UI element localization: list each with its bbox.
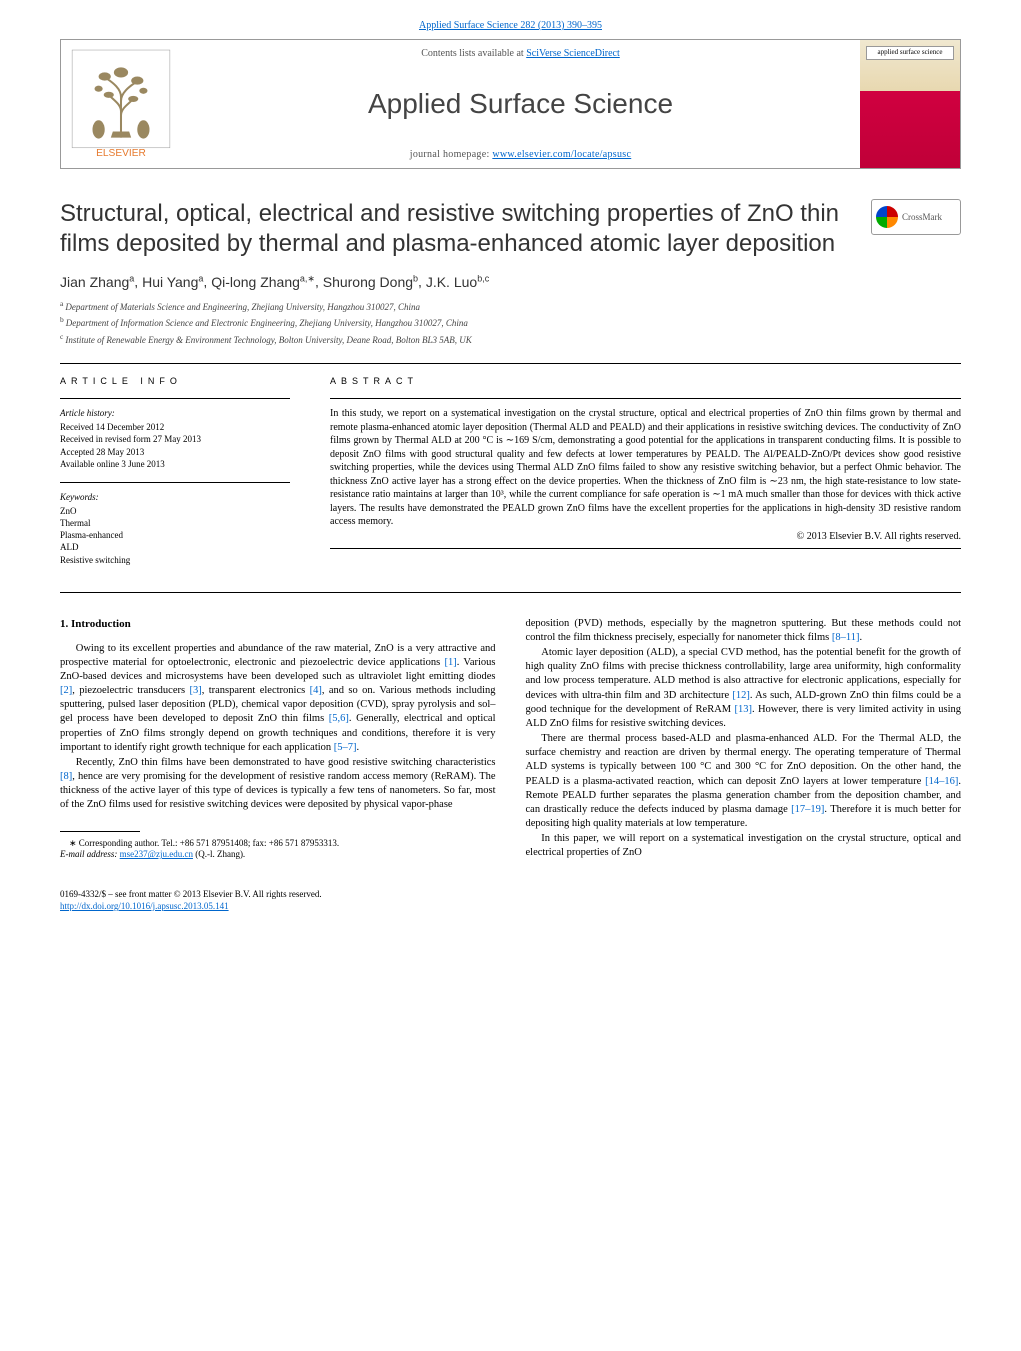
sciencedirect-link[interactable]: SciVerse ScienceDirect <box>526 48 620 59</box>
contents-line: Contents lists available at SciVerse Sci… <box>191 48 850 59</box>
crossmark-icon <box>876 206 898 228</box>
reference-link[interactable]: [8–11] <box>832 632 860 643</box>
journal-reference: Applied Surface Science 282 (2013) 390–3… <box>60 20 961 31</box>
reference-link[interactable]: [3] <box>189 685 201 696</box>
title-row: Structural, optical, electrical and resi… <box>60 199 961 259</box>
keywords-label: Keywords: <box>60 491 290 503</box>
reference-link[interactable]: [17–19] <box>791 804 824 815</box>
body-paragraph: Atomic layer deposition (ALD), a special… <box>526 646 962 731</box>
article-info-column: ARTICLE INFO Article history: Received 1… <box>60 376 290 578</box>
article-title: Structural, optical, electrical and resi… <box>60 199 851 259</box>
corresponding-text: Corresponding author. Tel.: +86 571 8795… <box>79 838 339 848</box>
article-info-heading: ARTICLE INFO <box>60 376 290 386</box>
divider <box>60 592 961 593</box>
svg-text:ELSEVIER: ELSEVIER <box>96 148 146 159</box>
affiliation: cInstitute of Renewable Energy & Environ… <box>60 331 961 348</box>
reference-link[interactable]: [14–16] <box>925 776 958 787</box>
reference-link[interactable]: [5–7] <box>334 742 357 753</box>
author: Hui Yanga <box>142 274 203 290</box>
publisher-logo: ELSEVIER <box>61 40 181 168</box>
keyword: ALD <box>60 541 290 553</box>
abstract-column: ABSTRACT In this study, we report on a s… <box>330 376 961 578</box>
abstract-heading: ABSTRACT <box>330 376 961 386</box>
keyword: Thermal <box>60 517 290 529</box>
abstract-text: In this study, we report on a systematic… <box>330 407 961 529</box>
page-footer: 0169-4332/$ – see front matter © 2013 El… <box>60 889 961 912</box>
divider <box>330 548 961 549</box>
journal-cover-thumbnail: applied surface science <box>860 40 960 168</box>
email-label: E-mail address: <box>60 849 120 859</box>
divider <box>330 398 961 399</box>
keywords-block: Keywords: ZnO Thermal Plasma-enhanced AL… <box>60 491 290 566</box>
reference-link[interactable]: [12] <box>732 690 750 701</box>
homepage-line: journal homepage: www.elsevier.com/locat… <box>191 149 850 160</box>
star-icon: ∗ <box>69 838 77 848</box>
divider <box>60 398 290 399</box>
corresponding-footnote: ∗ Corresponding author. Tel.: +86 571 87… <box>60 831 496 861</box>
body-paragraph: There are thermal process based-ALD and … <box>526 732 962 831</box>
keyword: Plasma-enhanced <box>60 529 290 541</box>
homepage-link[interactable]: www.elsevier.com/locate/apsusc <box>492 149 631 160</box>
header-center: Contents lists available at SciVerse Sci… <box>181 40 860 168</box>
contents-text: Contents lists available at <box>421 48 526 59</box>
section-heading: 1. Introduction <box>60 617 496 632</box>
history-item: Received 14 December 2012 <box>60 421 290 433</box>
reference-link[interactable]: [1] <box>444 657 456 668</box>
author: Qi-long Zhanga,∗ <box>211 274 315 290</box>
reference-link[interactable]: [13] <box>734 704 752 715</box>
body-text: 1. Introduction Owing to its excellent p… <box>60 617 961 862</box>
email-suffix: (Q.-l. Zhang). <box>193 849 245 859</box>
keyword: Resistive switching <box>60 554 290 566</box>
article-history-block: Article history: Received 14 December 20… <box>60 407 290 470</box>
issn-line: 0169-4332/$ – see front matter © 2013 El… <box>60 889 961 901</box>
reference-link[interactable]: [4] <box>310 685 322 696</box>
crossmark-label: CrossMark <box>902 212 942 222</box>
footnote-separator <box>60 831 140 832</box>
body-paragraph: Owing to its excellent properties and ab… <box>60 642 496 755</box>
elsevier-tree-icon: ELSEVIER <box>69 48 173 160</box>
journal-header: ELSEVIER Contents lists available at Sci… <box>60 39 961 169</box>
email-link[interactable]: mse237@zju.edu.cn <box>120 849 193 859</box>
affiliation-list: aDepartment of Materials Science and Eng… <box>60 298 961 348</box>
doi-link[interactable]: http://dx.doi.org/10.1016/j.apsusc.2013.… <box>60 901 229 911</box>
affiliation: aDepartment of Materials Science and Eng… <box>60 298 961 315</box>
reference-link[interactable]: [2] <box>60 685 72 696</box>
history-item: Received in revised form 27 May 2013 <box>60 433 290 445</box>
journal-reference-link[interactable]: Applied Surface Science 282 (2013) 390–3… <box>419 20 602 31</box>
info-abstract-row: ARTICLE INFO Article history: Received 1… <box>60 376 961 578</box>
homepage-label: journal homepage: <box>410 149 493 160</box>
crossmark-badge[interactable]: CrossMark <box>871 199 961 235</box>
history-label: Article history: <box>60 407 290 419</box>
author: J.K. Luob,c <box>426 274 489 290</box>
author: Jian Zhanga <box>60 274 134 290</box>
affiliation: bDepartment of Information Science and E… <box>60 314 961 331</box>
author: Shurong Dongb <box>323 274 418 290</box>
journal-name: Applied Surface Science <box>191 88 850 120</box>
author-list: Jian Zhanga, Hui Yanga, Qi-long Zhanga,∗… <box>60 273 961 290</box>
reference-link[interactable]: [8] <box>60 771 72 782</box>
divider <box>60 482 290 483</box>
cover-title: applied surface science <box>866 46 954 60</box>
abstract-copyright: © 2013 Elsevier B.V. All rights reserved… <box>330 531 961 542</box>
history-item: Available online 3 June 2013 <box>60 458 290 470</box>
reference-link[interactable]: [5,6] <box>329 713 349 724</box>
body-paragraph: In this paper, we will report on a syste… <box>526 832 962 860</box>
body-paragraph: Recently, ZnO thin films have been demon… <box>60 756 496 813</box>
keyword: ZnO <box>60 505 290 517</box>
history-item: Accepted 28 May 2013 <box>60 446 290 458</box>
body-paragraph: deposition (PVD) methods, especially by … <box>526 617 962 645</box>
divider <box>60 363 961 364</box>
